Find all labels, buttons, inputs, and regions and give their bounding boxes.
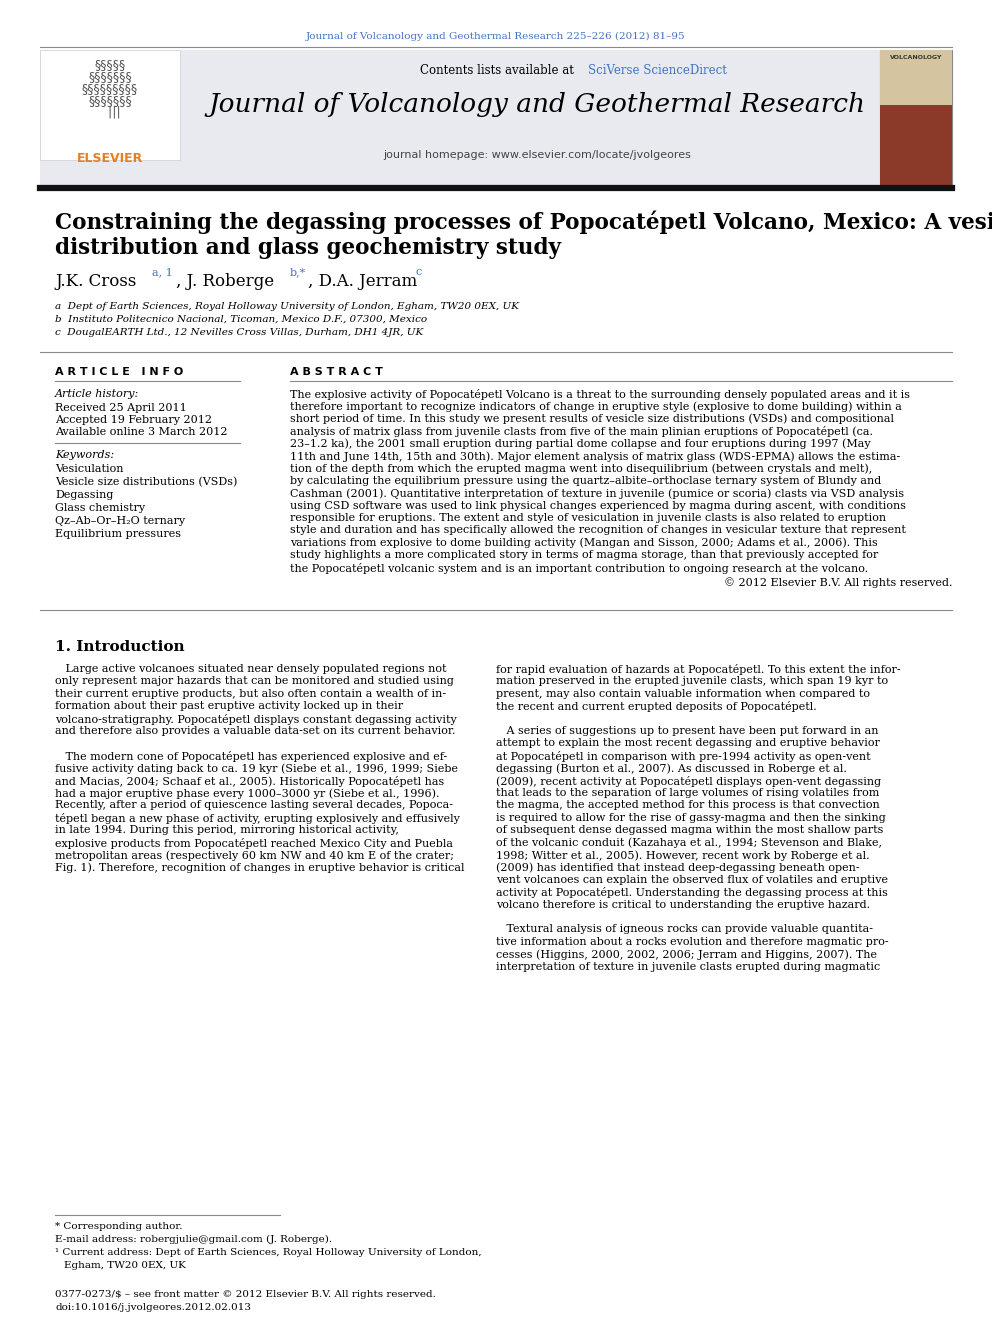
Text: volcano-stratigraphy. Popocatépetl displays constant degassing activity: volcano-stratigraphy. Popocatépetl displ… [55, 713, 456, 725]
Text: by calculating the equilibrium pressure using the quartz–albite–orthoclase terna: by calculating the equilibrium pressure … [290, 476, 881, 486]
Bar [880, 50, 952, 185]
Text: analysis of matrix glass from juvenile clasts from five of the main plinian erup: analysis of matrix glass from juvenile c… [290, 426, 873, 437]
Text: responsible for eruptions. The extent and style of vesiculation in juvenile clas: responsible for eruptions. The extent an… [290, 513, 886, 523]
Text: a, 1: a, 1 [152, 267, 173, 277]
Text: of the volcanic conduit (Kazahaya et al., 1994; Stevenson and Blake,: of the volcanic conduit (Kazahaya et al.… [496, 837, 882, 848]
Text: Contents lists available at: Contents lists available at [420, 64, 577, 77]
Text: Keywords:: Keywords: [55, 450, 114, 460]
Bar [880, 50, 952, 105]
Text: The explosive activity of Popocatépetl Volcano is a threat to the surrounding de: The explosive activity of Popocatépetl V… [290, 389, 910, 400]
Text: Egham, TW20 0EX, UK: Egham, TW20 0EX, UK [64, 1261, 186, 1270]
Text: formation about their past eruptive activity locked up in their: formation about their past eruptive acti… [55, 701, 403, 712]
Text: therefore important to recognize indicators of change in eruptive style (explosi: therefore important to recognize indicat… [290, 401, 902, 411]
Text: Fig. 1). Therefore, recognition of changes in eruptive behavior is critical: Fig. 1). Therefore, recognition of chang… [55, 863, 464, 873]
Text: © 2012 Elsevier B.V. All rights reserved.: © 2012 Elsevier B.V. All rights reserved… [723, 577, 952, 587]
Text: , J. Roberge: , J. Roberge [176, 273, 280, 290]
Text: Constraining the degassing processes of Popocatépetl Volcano, Mexico: A vesicle : Constraining the degassing processes of … [55, 210, 992, 233]
Text: their current eruptive products, but also often contain a wealth of in-: their current eruptive products, but als… [55, 689, 446, 699]
Text: Received 25 April 2011: Received 25 April 2011 [55, 404, 186, 413]
Text: 1998; Witter et al., 2005). However, recent work by Roberge et al.: 1998; Witter et al., 2005). However, rec… [496, 849, 870, 860]
Text: 11th and June 14th, 15th and 30th). Major element analysis of matrix glass (WDS-: 11th and June 14th, 15th and 30th). Majo… [290, 451, 901, 462]
Text: Qz–Ab–Or–H₂O ternary: Qz–Ab–Or–H₂O ternary [55, 516, 186, 527]
Text: for rapid evaluation of hazards at Popocatépetl. To this extent the infor-: for rapid evaluation of hazards at Popoc… [496, 664, 901, 675]
Text: degassing (Burton et al., 2007). As discussed in Roberge et al.: degassing (Burton et al., 2007). As disc… [496, 763, 847, 774]
Text: A series of suggestions up to present have been put forward in an: A series of suggestions up to present ha… [496, 726, 879, 736]
Text: the magma, the accepted method for this process is that convection: the magma, the accepted method for this … [496, 800, 880, 811]
Text: the Popocatépetl volcanic system and is an important contribution to ongoing res: the Popocatépetl volcanic system and is … [290, 562, 868, 574]
Text: Degassing: Degassing [55, 490, 113, 500]
Text: only represent major hazards that can be monitored and studied using: only represent major hazards that can be… [55, 676, 454, 687]
Text: vent volcanoes can explain the observed flux of volatiles and eruptive: vent volcanoes can explain the observed … [496, 875, 888, 885]
Text: (2009), recent activity at Popocatépetl displays open-vent degassing: (2009), recent activity at Popocatépetl … [496, 775, 881, 787]
Text: ¹ Current address: Dept of Earth Sciences, Royal Holloway University of London,: ¹ Current address: Dept of Earth Science… [55, 1248, 482, 1257]
Text: of subsequent dense degassed magma within the most shallow parts: of subsequent dense degassed magma withi… [496, 826, 883, 835]
Text: short period of time. In this study we present results of vesicle size distribut: short period of time. In this study we p… [290, 414, 894, 425]
Text: cesses (Higgins, 2000, 2002, 2006; Jerram and Higgins, 2007). The: cesses (Higgins, 2000, 2002, 2006; Jerra… [496, 949, 877, 959]
Text: E-mail address: robergjulie@gmail.com (J. Roberge).: E-mail address: robergjulie@gmail.com (J… [55, 1234, 332, 1244]
Text: at Popocatépetl in comparison with pre-1994 activity as open-vent: at Popocatépetl in comparison with pre-1… [496, 750, 871, 762]
Text: * Corresponding author.: * Corresponding author. [55, 1222, 183, 1230]
Text: c  DougalEARTH Ltd., 12 Nevilles Cross Villas, Durham, DH1 4JR, UK: c DougalEARTH Ltd., 12 Nevilles Cross Vi… [55, 328, 424, 337]
Text: 23–1.2 ka), the 2001 small eruption during partial dome collapse and four erupti: 23–1.2 ka), the 2001 small eruption duri… [290, 439, 871, 450]
Text: study highlights a more complicated story in terms of magma storage, than that p: study highlights a more complicated stor… [290, 550, 878, 560]
Text: Recently, after a period of quiescence lasting several decades, Popoca-: Recently, after a period of quiescence l… [55, 800, 453, 811]
Text: b,*: b,* [290, 267, 307, 277]
Text: and therefore also provides a valuable data-set on its current behavior.: and therefore also provides a valuable d… [55, 726, 455, 736]
Text: The modern cone of Popocatépetl has experienced explosive and ef-: The modern cone of Popocatépetl has expe… [55, 750, 447, 762]
Text: , D.A. Jerram: , D.A. Jerram [308, 273, 423, 290]
Text: explosive products from Popocatépetl reached Mexico City and Puebla: explosive products from Popocatépetl rea… [55, 837, 453, 848]
Text: distribution and glass geochemistry study: distribution and glass geochemistry stud… [55, 237, 561, 259]
Text: in late 1994. During this period, mirroring historical activity,: in late 1994. During this period, mirror… [55, 826, 399, 835]
Text: (2009) has identified that instead deep-degassing beneath open-: (2009) has identified that instead deep-… [496, 863, 860, 873]
Text: the recent and current erupted deposits of Popocatépetl.: the recent and current erupted deposits … [496, 701, 816, 712]
Text: Vesiculation: Vesiculation [55, 464, 123, 474]
Bar [40, 50, 180, 160]
Text: Vesicle size distributions (VSDs): Vesicle size distributions (VSDs) [55, 478, 237, 487]
Text: 1. Introduction: 1. Introduction [55, 640, 185, 654]
Text: A B S T R A C T: A B S T R A C T [290, 366, 383, 377]
Text: and Macias, 2004; Schaaf et al., 2005). Historically Popocatépetl has: and Macias, 2004; Schaaf et al., 2005). … [55, 775, 444, 787]
Text: mation preserved in the erupted juvenile clasts, which span 19 kyr to: mation preserved in the erupted juvenile… [496, 676, 888, 687]
Text: journal homepage: www.elsevier.com/locate/jvolgeores: journal homepage: www.elsevier.com/locat… [383, 149, 691, 160]
Text: that leads to the separation of large volumes of rising volatiles from: that leads to the separation of large vo… [496, 789, 879, 798]
Text: a  Dept of Earth Sciences, Royal Holloway University of London, Egham, TW20 0EX,: a Dept of Earth Sciences, Royal Holloway… [55, 302, 519, 311]
Text: Equilibrium pressures: Equilibrium pressures [55, 529, 181, 538]
Text: doi:10.1016/j.jvolgeores.2012.02.013: doi:10.1016/j.jvolgeores.2012.02.013 [55, 1303, 251, 1312]
Text: J.K. Cross: J.K. Cross [55, 273, 142, 290]
Text: is required to allow for the rise of gassy-magma and then the sinking: is required to allow for the rise of gas… [496, 812, 886, 823]
Text: Journal of Volcanology and Geothermal Research: Journal of Volcanology and Geothermal Re… [208, 93, 865, 116]
Text: interpretation of texture in juvenile clasts erupted during magmatic: interpretation of texture in juvenile cl… [496, 962, 880, 971]
Text: 0377-0273/$ – see front matter © 2012 Elsevier B.V. All rights reserved.: 0377-0273/$ – see front matter © 2012 El… [55, 1290, 435, 1299]
Text: attempt to explain the most recent degassing and eruptive behavior: attempt to explain the most recent degas… [496, 738, 880, 749]
Text: Available online 3 March 2012: Available online 3 March 2012 [55, 427, 227, 437]
Text: using CSD software was used to link physical changes experienced by magma during: using CSD software was used to link phys… [290, 500, 906, 511]
Text: c: c [415, 267, 422, 277]
Text: b  Instituto Politecnico Nacional, Ticoman, Mexico D.F., 07300, Mexico: b Instituto Politecnico Nacional, Ticoma… [55, 315, 428, 324]
Text: Article history:: Article history: [55, 389, 139, 400]
Text: present, may also contain valuable information when compared to: present, may also contain valuable infor… [496, 689, 870, 699]
Text: §§§§§
§§§§§§§
§§§§§§§§§
§§§§§§§
  |||: §§§§§ §§§§§§§ §§§§§§§§§ §§§§§§§ ||| [82, 58, 138, 119]
Text: ELSEVIER: ELSEVIER [76, 152, 143, 165]
Text: tive information about a rocks evolution and therefore magmatic pro-: tive information about a rocks evolution… [496, 937, 889, 947]
Text: Large active volcanoes situated near densely populated regions not: Large active volcanoes situated near den… [55, 664, 446, 673]
Text: VOLCANOLOGY: VOLCANOLOGY [890, 56, 942, 60]
Text: Glass chemistry: Glass chemistry [55, 503, 145, 513]
Text: metropolitan areas (respectively 60 km NW and 40 km E of the crater;: metropolitan areas (respectively 60 km N… [55, 849, 454, 860]
Text: variations from explosive to dome building activity (Mangan and Sisson, 2000; Ad: variations from explosive to dome buildi… [290, 538, 878, 548]
Text: style and duration and has specifically allowed the recognition of changes in ve: style and duration and has specifically … [290, 525, 906, 536]
Bar [880, 105, 952, 185]
Text: Cashman (2001). Quantitative interpretation of texture in juvenile (pumice or sc: Cashman (2001). Quantitative interpretat… [290, 488, 904, 499]
Text: Accepted 19 February 2012: Accepted 19 February 2012 [55, 415, 212, 425]
Text: A R T I C L E   I N F O: A R T I C L E I N F O [55, 366, 184, 377]
Text: Textural analysis of igneous rocks can provide valuable quantita-: Textural analysis of igneous rocks can p… [496, 925, 873, 934]
Bar [40, 50, 952, 185]
Text: fusive activity dating back to ca. 19 kyr (Siebe et al., 1996, 1999; Siebe: fusive activity dating back to ca. 19 ky… [55, 763, 458, 774]
Text: tion of the depth from which the erupted magma went into disequilibrium (between: tion of the depth from which the erupted… [290, 463, 872, 474]
Text: activity at Popocatépetl. Understanding the degassing process at this: activity at Popocatépetl. Understanding … [496, 888, 888, 898]
Text: tépetl began a new phase of activity, erupting explosively and effusively: tépetl began a new phase of activity, er… [55, 812, 460, 824]
Text: Journal of Volcanology and Geothermal Research 225–226 (2012) 81–95: Journal of Volcanology and Geothermal Re… [307, 32, 685, 41]
Text: SciVerse ScienceDirect: SciVerse ScienceDirect [588, 64, 727, 77]
Text: volcano therefore is critical to understanding the eruptive hazard.: volcano therefore is critical to underst… [496, 900, 870, 910]
Text: had a major eruptive phase every 1000–3000 yr (Siebe et al., 1996).: had a major eruptive phase every 1000–30… [55, 789, 439, 799]
